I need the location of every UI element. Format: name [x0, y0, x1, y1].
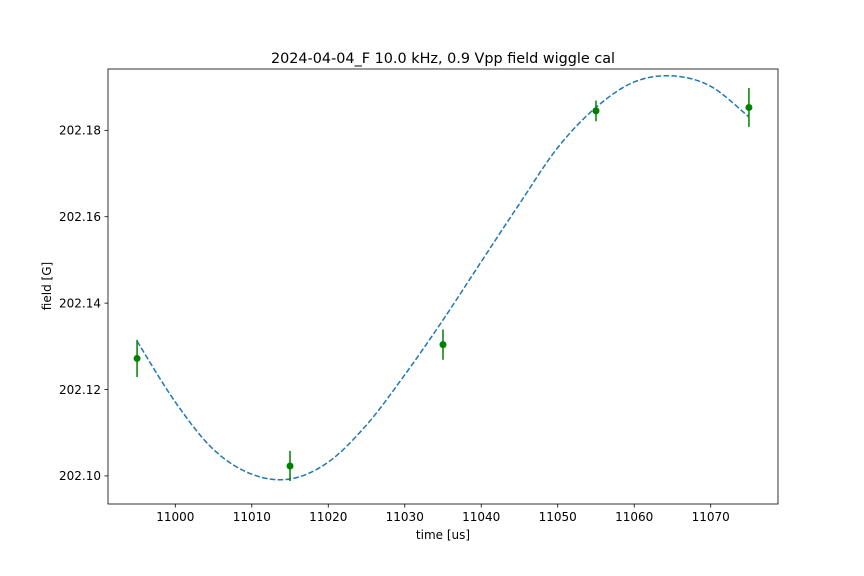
x-tick-label: 11050: [539, 510, 577, 524]
fit-curve: [136, 74, 750, 481]
data-point: [439, 341, 447, 349]
y-axis-label: field [G]: [40, 262, 54, 310]
x-tick-label: 11030: [386, 510, 424, 524]
data-point: [286, 462, 294, 470]
x-axis: 11000 11010 11020 11030 11040 11050 11060 11070: [156, 504, 730, 524]
x-axis-label: time [us]: [416, 528, 470, 542]
x-tick-label: 11070: [692, 510, 730, 524]
fit-curve-layer: [136, 74, 750, 481]
data-points-layer: [133, 88, 753, 482]
plot-frame: [107, 68, 779, 505]
x-tick-label: 11000: [156, 510, 194, 524]
x-tick-label: 11060: [615, 510, 653, 524]
x-tick-label: 11010: [233, 510, 271, 524]
data-point: [592, 107, 600, 115]
y-tick-label: 202.18: [59, 124, 101, 138]
y-tick-label: 202.10: [59, 469, 101, 483]
y-tick-label: 202.16: [59, 210, 101, 224]
y-tick-label: 202.12: [59, 383, 101, 397]
data-point: [745, 103, 753, 111]
chart-title: 2024-04-04_F 10.0 kHz, 0.9 Vpp field wig…: [271, 51, 615, 67]
x-tick-label: 11040: [462, 510, 500, 524]
data-point: [133, 354, 141, 362]
x-tick-label: 11020: [309, 510, 347, 524]
plot-area: [108, 69, 778, 504]
y-tick-label: 202.14: [59, 296, 101, 310]
y-axis: 202.10 202.12 202.14 202.16 202.18: [59, 124, 108, 483]
